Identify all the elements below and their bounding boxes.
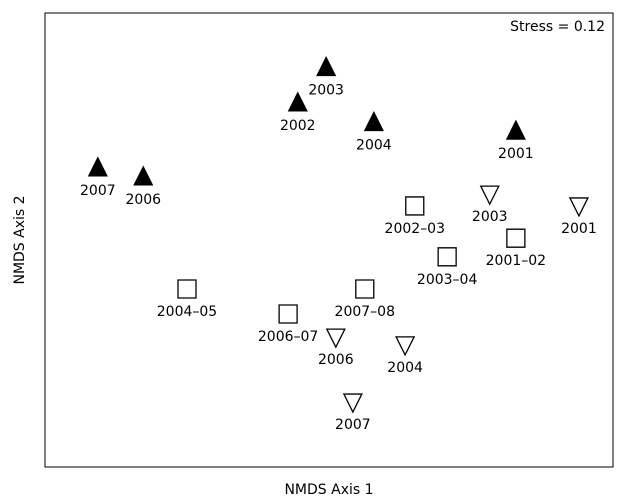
point [278, 304, 298, 324]
y-axis-label: NMDS Axis 2 [12, 195, 28, 284]
point [479, 185, 500, 206]
point-label: 2001–02 [486, 253, 546, 269]
point [395, 336, 416, 357]
point [316, 56, 337, 77]
point-label: 2003 [472, 209, 508, 225]
point-label: 2001 [561, 221, 597, 237]
point [506, 228, 526, 248]
point [325, 328, 346, 349]
point [355, 279, 375, 299]
point-label: 2002–03 [385, 221, 445, 237]
point [177, 279, 197, 299]
point-label: 2007 [80, 183, 116, 199]
point [133, 165, 154, 186]
point [505, 119, 526, 140]
plot-frame [44, 12, 614, 468]
point-label: 2007–08 [335, 304, 395, 320]
point [437, 247, 457, 267]
point-label: 2006 [318, 352, 354, 368]
point-label: 2004 [387, 360, 423, 376]
x-axis-label: NMDS Axis 1 [284, 482, 373, 498]
point-label: 2006 [125, 192, 161, 208]
point-label: 2004 [356, 137, 392, 153]
point [287, 91, 308, 112]
point [342, 393, 363, 414]
point [87, 156, 108, 177]
point-label: 2003 [308, 82, 344, 98]
point-label: 2004–05 [157, 304, 217, 320]
point-label: 2002 [280, 118, 316, 134]
point [568, 197, 589, 218]
point [405, 196, 425, 216]
point-label: 2007 [335, 417, 371, 433]
point-label: 2003–04 [417, 272, 478, 288]
point [363, 110, 384, 132]
annotation: Stress = 0.12 [510, 19, 605, 35]
point-label: 2006–07 [258, 329, 318, 345]
point-label: 2001 [498, 146, 534, 162]
